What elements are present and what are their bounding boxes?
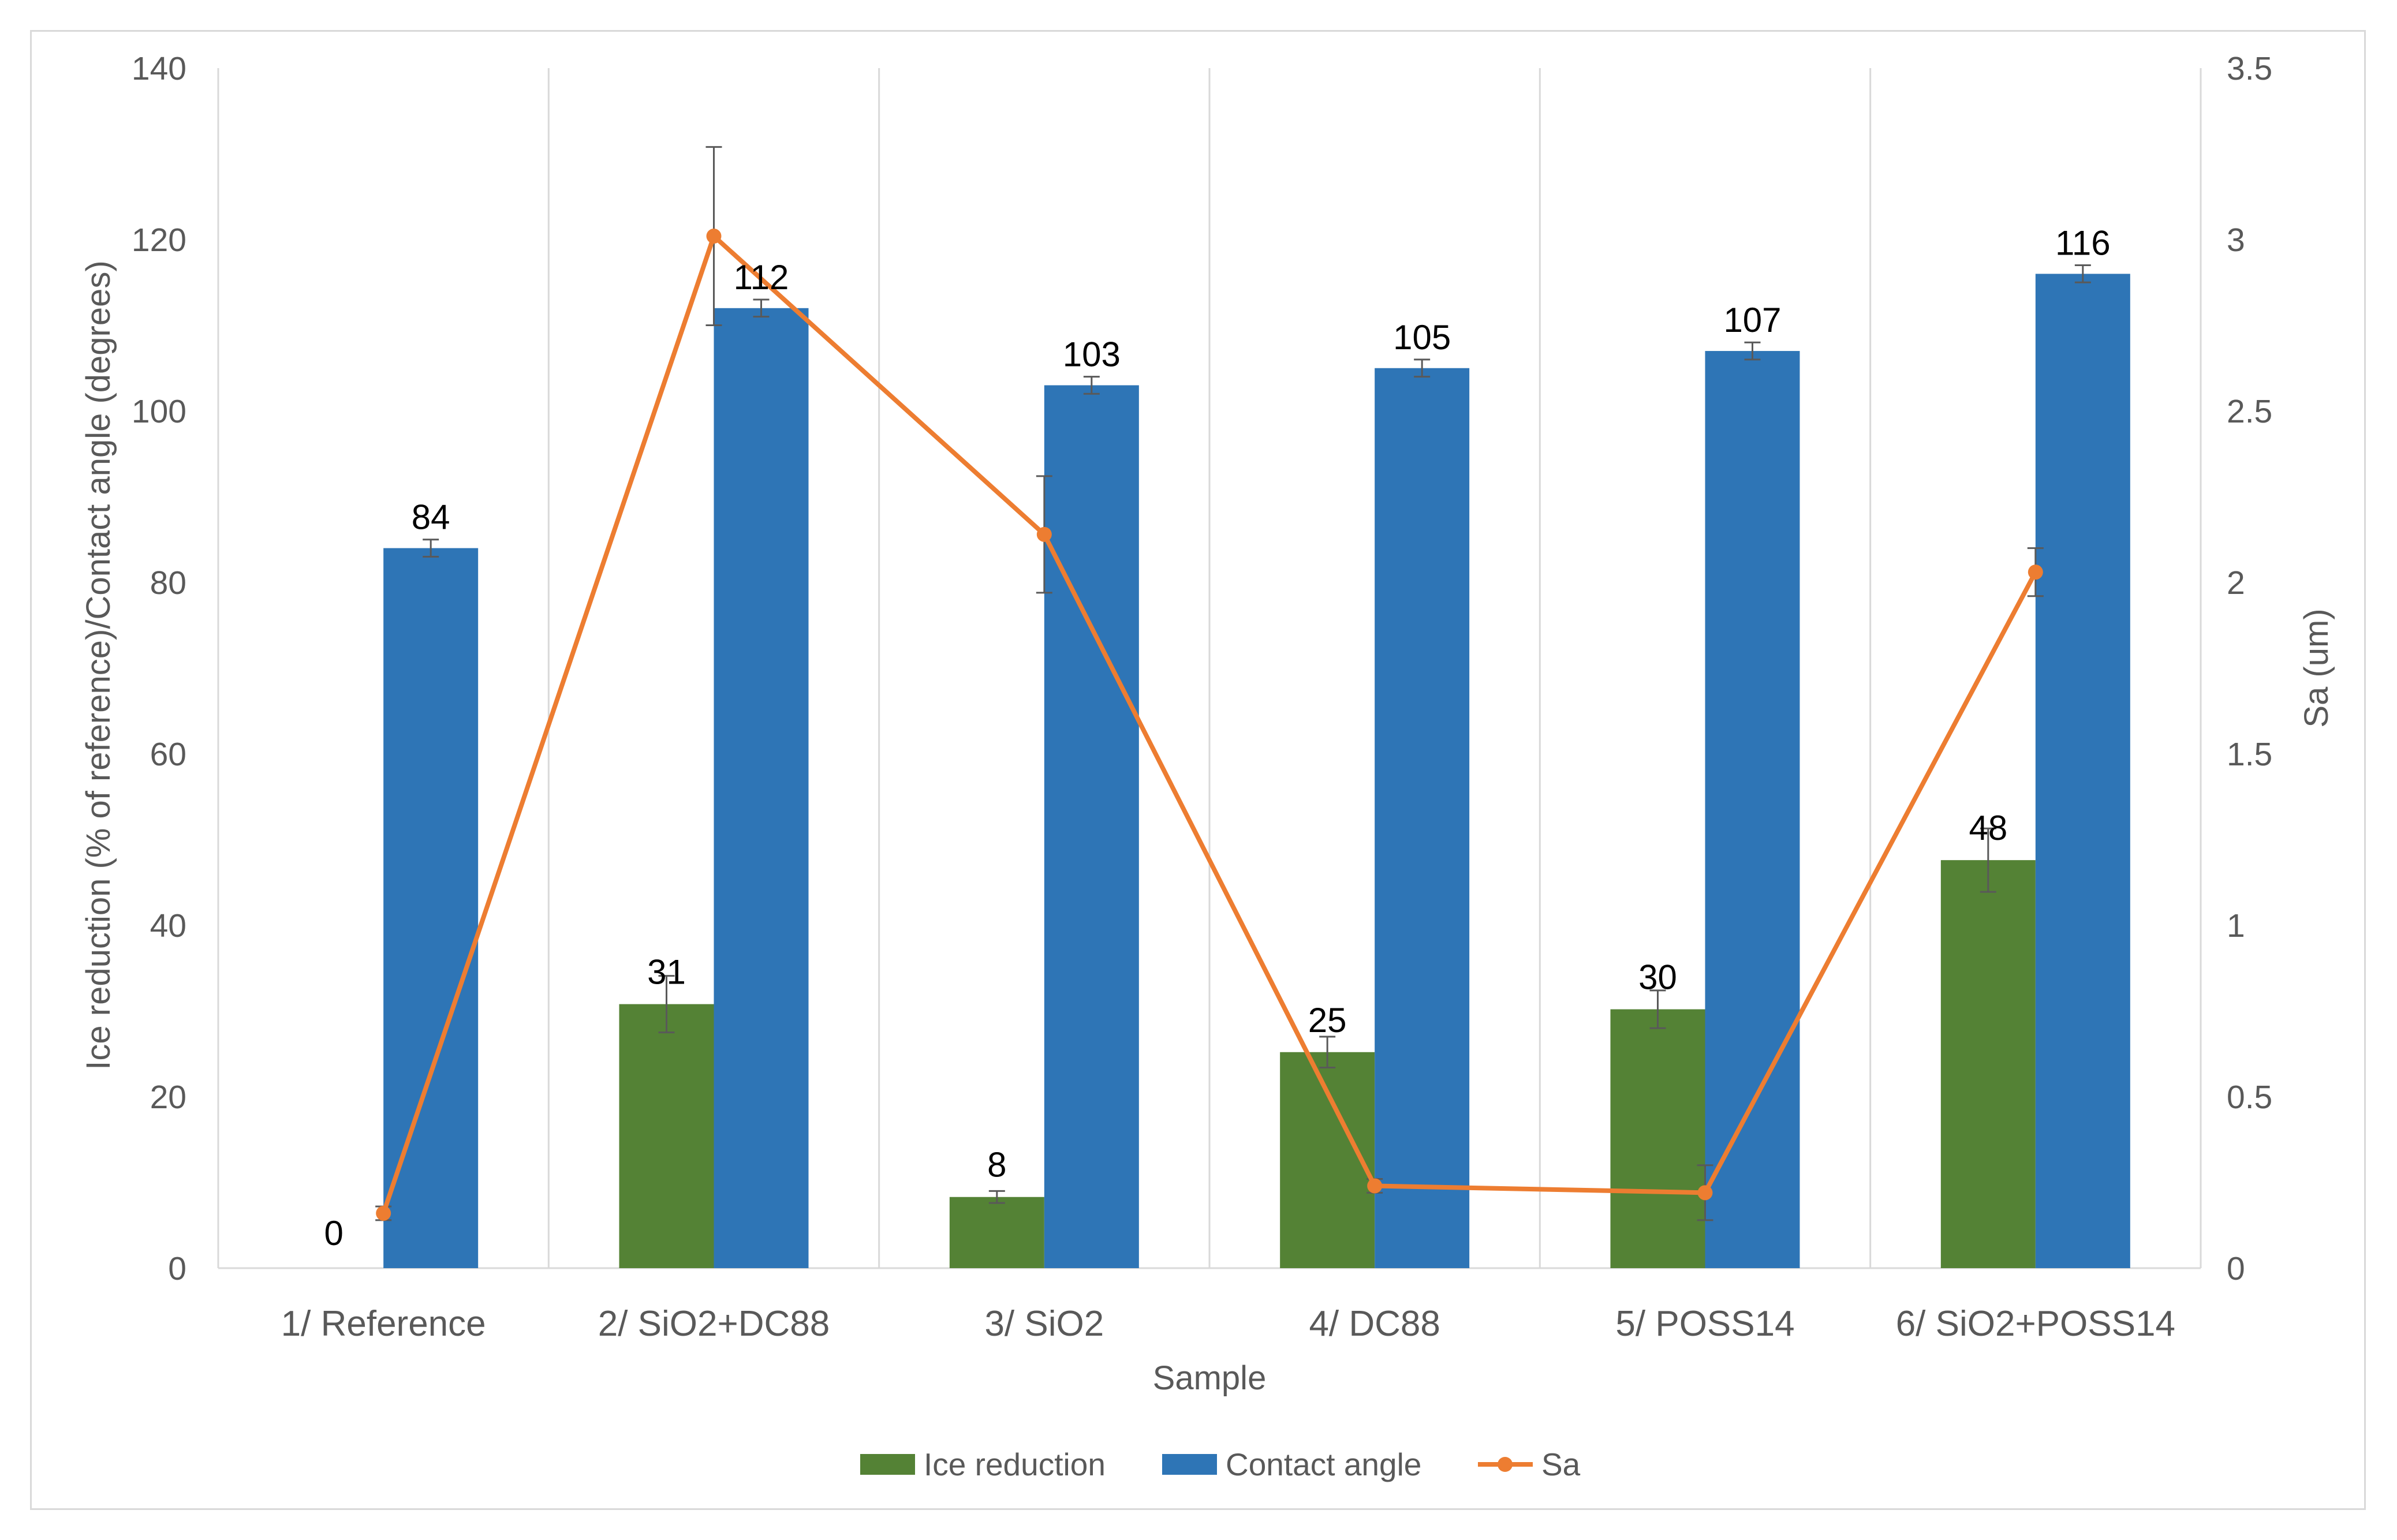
y2-tick-label: 1 — [2227, 907, 2245, 944]
sa-point — [1697, 1185, 1713, 1201]
y2-tick-label: 0 — [2227, 1250, 2245, 1287]
contact-angle-data-label: 103 — [1063, 335, 1121, 373]
y2-tick-label: 3 — [2227, 222, 2245, 259]
y-tick-label: 120 — [132, 222, 186, 259]
contact-angle-bar — [714, 308, 809, 1268]
y2-tick-label: 1.5 — [2227, 736, 2272, 773]
contact-angle-bar — [1705, 351, 1800, 1268]
sa-point — [706, 229, 722, 244]
contact-angle-data-label: 116 — [2055, 223, 2111, 262]
x-tick-label: 1/ Reference — [281, 1304, 486, 1344]
y2-tick-label: 3.5 — [2227, 50, 2272, 87]
ice-reduction-bar — [619, 1004, 714, 1268]
sa-point — [2028, 565, 2043, 580]
y-tick-label: 60 — [150, 736, 186, 773]
sa-point — [1036, 526, 1052, 542]
contact-angle-data-label: 112 — [734, 258, 789, 297]
sa-point — [376, 1205, 391, 1221]
x-tick-label: 5/ POSS14 — [1615, 1304, 1794, 1344]
sa-series-line — [381, 234, 2038, 1214]
x-tick-label: 2/ SiO2+DC88 — [598, 1304, 830, 1344]
ice-reduction-bar — [1610, 1009, 1705, 1268]
ice-reduction-bar — [1940, 860, 2036, 1268]
y2-axis-title: Sa (um) — [2298, 608, 2335, 727]
x-tick-label: 6/ SiO2+POSS14 — [1896, 1304, 2175, 1344]
contact-angle-bar — [2035, 274, 2130, 1268]
y-tick-label: 20 — [150, 1079, 186, 1116]
contact-angle-bar — [1044, 385, 1139, 1269]
y-tick-label: 100 — [132, 393, 186, 430]
x-tick-label: 4/ DC88 — [1309, 1304, 1440, 1344]
legend-swatch-ice-reduction — [860, 1454, 915, 1475]
legend-label-ice-reduction: Ice reduction — [924, 1446, 1106, 1482]
ice-reduction-data-label: 25 — [1308, 1001, 1347, 1040]
contact-angle-data-label: 84 — [412, 498, 450, 537]
y2-tick-label: 0.5 — [2227, 1079, 2272, 1116]
y-axis-title: Ice reduction (% of reference)/Contact a… — [80, 260, 117, 1070]
y-tick-label: 140 — [132, 50, 186, 87]
legend-label-sa: Sa — [1541, 1446, 1581, 1482]
legend-swatch-sa-marker — [1498, 1457, 1513, 1472]
ice-reduction-data-label: 48 — [1969, 809, 2007, 847]
ice-reduction-data-label: 31 — [647, 953, 686, 992]
y2-tick-label: 2.5 — [2227, 393, 2272, 430]
contact-angle-bar — [383, 548, 479, 1268]
y-tick-label: 80 — [150, 565, 186, 601]
ice-reduction-data-label: 0 — [324, 1214, 343, 1253]
contact-angle-data-label: 105 — [1393, 318, 1451, 357]
y2-tick-label: 2 — [2227, 565, 2245, 601]
contact-angle-bar — [1375, 368, 1470, 1268]
x-axis-title: Sample — [1153, 1359, 1267, 1397]
x-tick-label: 3/ SiO2 — [984, 1304, 1104, 1344]
ice-reduction-bar — [949, 1197, 1044, 1268]
y-tick-label: 40 — [150, 907, 186, 944]
ice-reduction-data-label: 30 — [1638, 958, 1677, 997]
sa-point — [1367, 1178, 1383, 1194]
y-tick-label: 0 — [168, 1250, 186, 1287]
contact-angle-data-label: 107 — [1723, 301, 1781, 339]
legend-label-contact-angle: Contact angle — [1226, 1446, 1421, 1482]
ice-reduction-data-label: 8 — [987, 1146, 1006, 1184]
legend-swatch-contact-angle — [1162, 1454, 1217, 1475]
